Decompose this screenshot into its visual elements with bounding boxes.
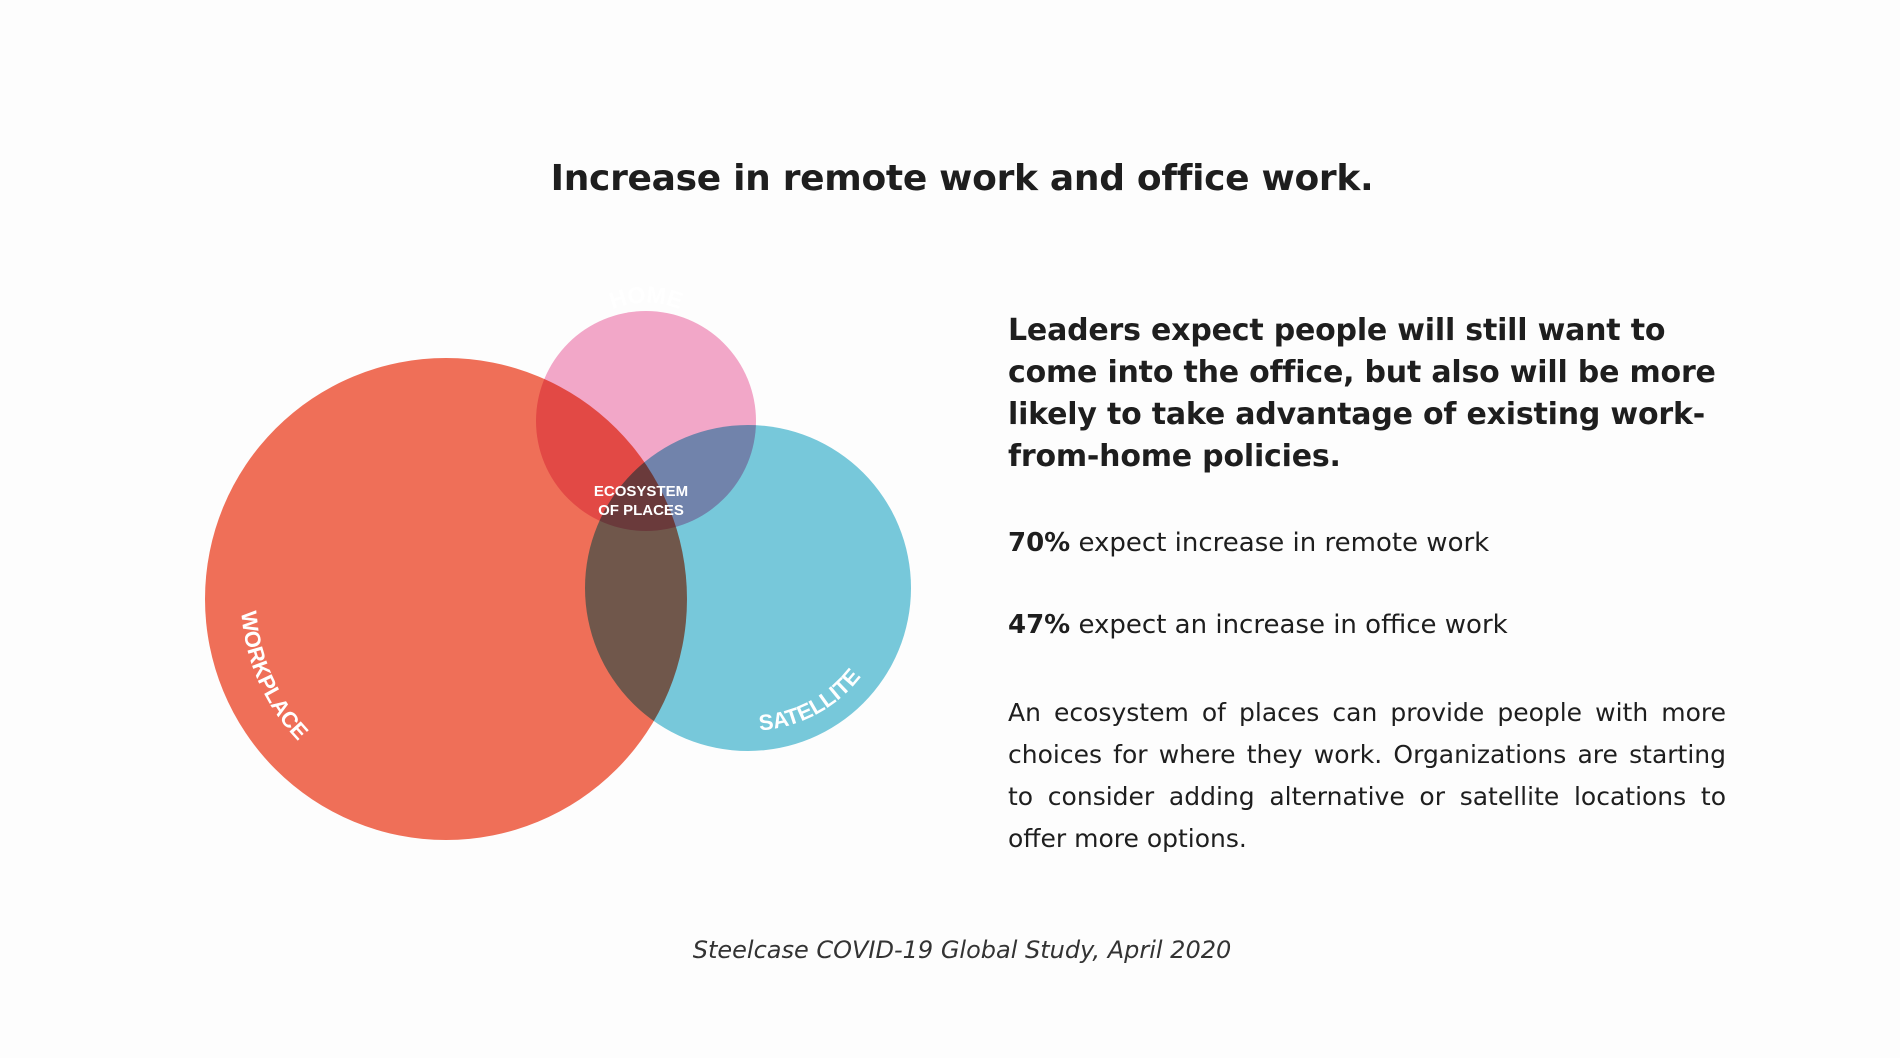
body-paragraph: An ecosystem of places can provide peopl… [1008, 698, 1726, 853]
venn-diagram: WORKPLACE HOME SATELLITE ECOSYSTEM OF PL… [205, 281, 911, 840]
stat-text: expect an increase in office work [1070, 610, 1508, 640]
page-title: Increase in remote work and office work. [550, 158, 1374, 199]
stat-value: 47% [1008, 610, 1071, 640]
source-citation: Steelcase COVID-19 Global Study, April 2… [692, 936, 1232, 964]
home-label: HOME [606, 281, 686, 314]
center-label-line1: ECOSYSTEM [594, 483, 688, 500]
stat-office: 47% expect an increase in office work [1008, 608, 1726, 642]
center-label-line2: OF PLACES [598, 502, 684, 519]
satellite-circle [585, 425, 911, 751]
stat-value: 70% [1008, 528, 1071, 558]
text-column: Leaders expect people will still want to… [1008, 310, 1726, 885]
lead-heading: Leaders expect people will still want to… [1008, 313, 1716, 474]
stat-remote: 70% expect increase in remote work [1008, 526, 1726, 560]
stat-text: expect increase in remote work [1070, 528, 1490, 558]
